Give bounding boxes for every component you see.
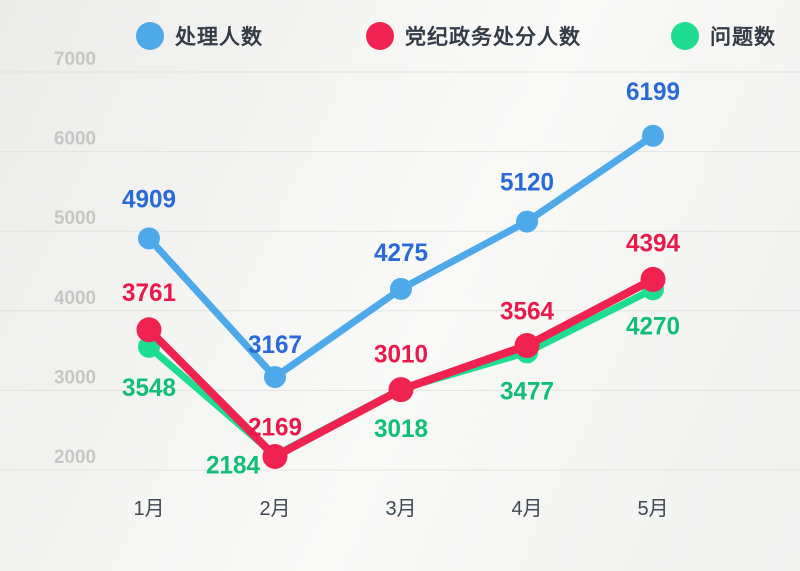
legend-label: 问题数 [710, 26, 776, 49]
value-label-series1: 2169 [248, 414, 302, 442]
legend-label: 处理人数 [175, 26, 263, 49]
data-point-series1-5月[interactable] [640, 266, 666, 292]
legend-dot-green [671, 22, 699, 50]
y-tick-label: 3000 [54, 367, 96, 388]
x-tick-label: 5月 [637, 498, 668, 520]
legend-dot-red [366, 22, 394, 50]
data-point-series0-2月[interactable] [264, 366, 286, 389]
legend-label: 党纪政务处分人数 [405, 26, 581, 49]
data-point-series1-1月[interactable] [136, 317, 162, 343]
value-label-series2: 4270 [626, 312, 680, 340]
data-point-series1-4月[interactable] [514, 333, 540, 358]
data-point-series0-1月[interactable] [138, 227, 160, 250]
value-label-series0: 3167 [248, 331, 302, 359]
value-label-series1: 3761 [122, 279, 176, 307]
value-label-series2: 2184 [206, 451, 260, 479]
y-tick-label: 7000 [54, 49, 96, 70]
y-tick-label: 6000 [54, 129, 96, 150]
data-point-series0-5月[interactable] [642, 124, 664, 147]
value-label-series0: 4909 [122, 185, 176, 213]
data-point-series1-3月[interactable] [388, 377, 414, 403]
y-tick-label: 4000 [54, 288, 96, 309]
value-label-series2: 3477 [500, 377, 554, 405]
value-label-series2: 3548 [122, 374, 176, 402]
x-tick-label: 3月 [385, 498, 416, 520]
value-label-series1: 4394 [626, 229, 680, 257]
data-point-series1-2月[interactable] [262, 444, 288, 469]
legend-item-processed-count[interactable]: 处理人数 [136, 21, 263, 51]
data-point-series2-1月[interactable] [138, 335, 160, 358]
data-point-series0-4月[interactable] [516, 210, 538, 233]
value-label-series1: 3564 [500, 298, 554, 326]
x-tick-label: 2月 [259, 498, 290, 520]
legend-dot-blue [136, 22, 164, 50]
x-tick-label: 1月 [133, 498, 164, 520]
value-label-series2: 3018 [374, 415, 428, 443]
legend: 处理人数 党纪政务处分人数 问题数 [0, 21, 800, 51]
value-label-series0: 5120 [500, 169, 554, 197]
value-label-series0: 6199 [626, 78, 680, 106]
legend-item-discipline-punishment-count[interactable]: 党纪政务处分人数 [366, 21, 581, 51]
data-point-series0-3月[interactable] [390, 277, 412, 300]
legend-item-problem-count[interactable]: 问题数 [671, 21, 776, 51]
y-tick-label: 2000 [54, 447, 96, 468]
x-tick-label: 4月 [511, 498, 542, 520]
y-tick-label: 5000 [54, 208, 96, 229]
value-label-series0: 4275 [374, 239, 428, 267]
value-label-series1: 3010 [374, 341, 428, 369]
